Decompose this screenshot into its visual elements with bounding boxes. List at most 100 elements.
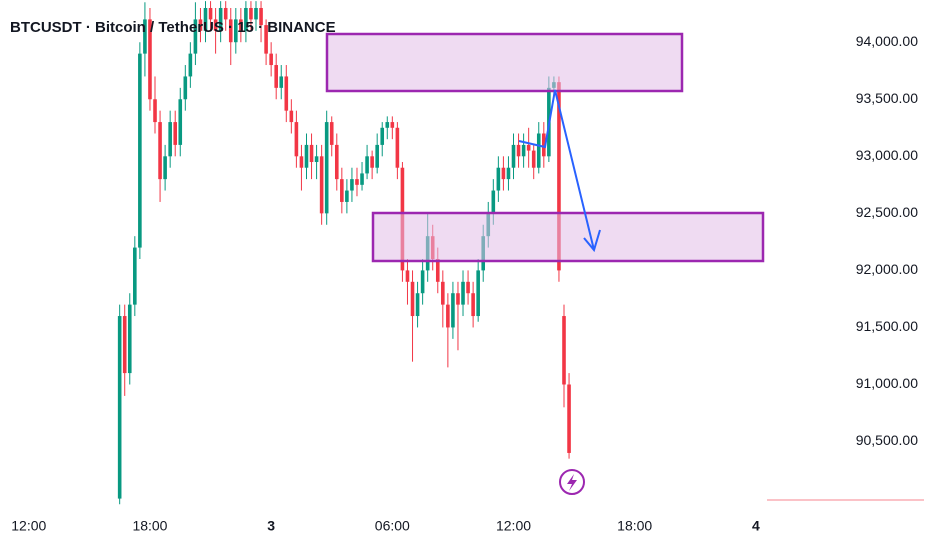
- candle-body: [319, 156, 324, 214]
- y-tick-label: 92,500.00: [856, 204, 918, 220]
- candle-body: [193, 19, 198, 54]
- candle-body: [122, 316, 127, 374]
- candle-body: [188, 53, 193, 77]
- candle-body: [461, 281, 465, 305]
- candle-body: [405, 270, 410, 282]
- candle-body: [239, 19, 243, 31]
- candle-body: [228, 19, 233, 43]
- candle-body: [446, 304, 450, 328]
- lightning: [567, 474, 577, 491]
- candle-body: [168, 122, 172, 157]
- candle-body: [415, 293, 420, 317]
- candle-body: [375, 144, 379, 168]
- candle-body: [451, 293, 455, 328]
- candle-body: [334, 144, 339, 180]
- candle-body: [183, 76, 188, 100]
- candle-body: [501, 167, 506, 180]
- candle-body: [536, 133, 541, 168]
- candle-body: [329, 122, 334, 145]
- y-tick-label: 92,000.00: [856, 261, 918, 277]
- candle-body: [138, 53, 142, 248]
- candle-body: [213, 19, 218, 31]
- candle-body: [279, 76, 284, 88]
- supply-zone: [325, 32, 684, 93]
- x-tick-label: 4: [752, 518, 760, 534]
- candle-body: [385, 122, 390, 128]
- candle-body: [198, 19, 203, 31]
- candle-body: [117, 316, 122, 499]
- candle-body: [223, 7, 228, 20]
- candle-body: [340, 179, 344, 202]
- candle-body: [441, 281, 445, 305]
- candle-body: [309, 144, 314, 163]
- candle-body: [562, 316, 566, 385]
- candle-body: [410, 281, 415, 317]
- candle-body: [259, 7, 263, 26]
- projection-arrow: [518, 89, 595, 251]
- candle-body: [127, 304, 132, 374]
- candle-body: [158, 122, 162, 180]
- candle-body: [360, 173, 364, 185]
- candle-body: [274, 65, 278, 88]
- candle-body: [234, 19, 238, 43]
- candle-body: [254, 7, 258, 20]
- candle-body: [218, 7, 223, 31]
- candle-body: [395, 127, 400, 168]
- arrow-head: [583, 229, 601, 253]
- candle-body: [370, 156, 374, 168]
- candle-body: [294, 122, 299, 157]
- candle-body: [299, 156, 304, 168]
- candle-body: [314, 156, 319, 163]
- candle-body: [304, 144, 309, 168]
- candle-body: [153, 99, 157, 123]
- candle-body: [365, 156, 369, 174]
- candles: [117, 1, 571, 505]
- candle-body: [355, 179, 359, 185]
- candle-body: [435, 258, 440, 282]
- candle-body: [506, 167, 511, 180]
- candle-body: [163, 156, 167, 180]
- candle-body: [420, 270, 425, 294]
- candle-body: [173, 122, 178, 145]
- y-tick-label: 91,000.00: [856, 375, 918, 391]
- candle-body: [264, 25, 268, 54]
- candle-body: [471, 293, 475, 317]
- candle-body: [521, 144, 526, 157]
- candle-body: [269, 53, 273, 66]
- candle-body: [542, 133, 546, 157]
- candle-body: [456, 293, 460, 305]
- x-tick-label: 18:00: [617, 518, 652, 534]
- candle-body: [143, 19, 147, 54]
- candle-body: [526, 144, 531, 151]
- candle-body: [380, 127, 385, 145]
- candle-body: [557, 82, 561, 271]
- x-tick-label: 3: [267, 518, 275, 534]
- candle-body: [567, 384, 571, 453]
- candle-body: [516, 144, 521, 157]
- candle-body: [249, 7, 253, 20]
- y-tick-label: 91,500.00: [856, 318, 918, 334]
- candle-body: [531, 150, 536, 168]
- candle-body: [491, 190, 496, 214]
- candle-body: [496, 167, 501, 191]
- x-tick-label: 06:00: [375, 518, 410, 534]
- candle-body: [244, 7, 248, 31]
- y-tick-label: 93,500.00: [856, 90, 918, 106]
- candle-body: [208, 7, 213, 20]
- y-tick-label: 93,000.00: [856, 147, 918, 163]
- candle-body: [390, 122, 395, 128]
- y-tick-label: 94,000.00: [856, 33, 918, 49]
- candle-body: [289, 110, 294, 123]
- chart-title: BTCUSDT · Bitcoin / TetherUS · 15 · BINA…: [10, 19, 336, 36]
- candle-body: [203, 7, 208, 31]
- x-tick-label: 12:00: [11, 518, 46, 534]
- candle-body: [466, 281, 470, 294]
- candle-body: [345, 190, 349, 202]
- candle-body: [476, 270, 480, 317]
- candle-body: [133, 247, 137, 305]
- candle-body: [350, 179, 354, 191]
- demand-zone: [371, 211, 765, 263]
- x-tick-label: 18:00: [132, 518, 167, 534]
- candle-body: [324, 122, 329, 214]
